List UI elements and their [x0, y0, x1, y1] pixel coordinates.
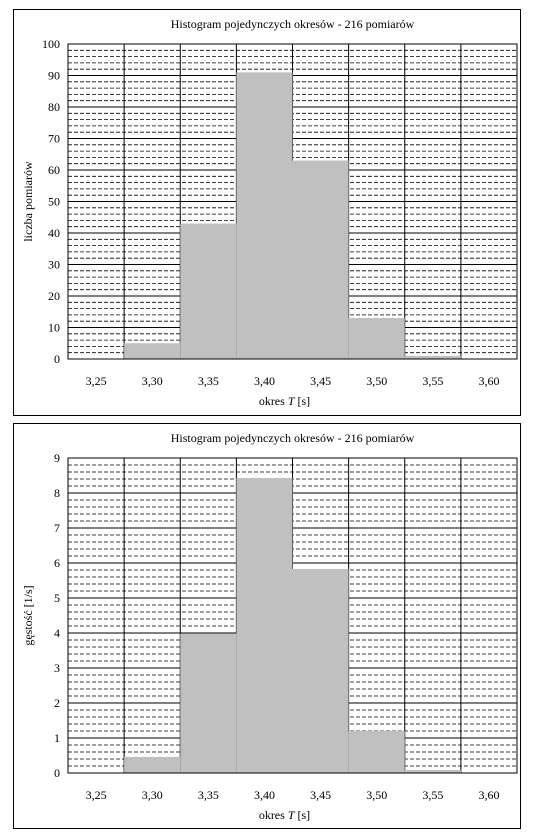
y-tick-label: 7 — [54, 521, 60, 535]
histogram-bar — [180, 223, 237, 359]
histogram-bar — [124, 343, 181, 359]
x-tick-label: 3,60 — [478, 374, 499, 388]
x-tick-label: 3,50 — [366, 788, 387, 802]
histogram-bar — [180, 633, 237, 773]
bars — [124, 477, 461, 773]
y-tick-label: 20 — [48, 289, 60, 303]
histogram-bar — [404, 355, 461, 359]
y-tick-label: 3 — [54, 661, 60, 675]
histogram-bar — [236, 477, 293, 773]
y-tick-label: 8 — [54, 486, 60, 500]
y-tick-label: 1 — [54, 731, 60, 745]
x-axis-label: okres T [s] — [259, 394, 310, 408]
plot-frame — [67, 43, 518, 360]
histogram-count-panel: Histogram pojedynczych okresów - 216 pom… — [13, 9, 521, 416]
x-tick-label: 3,30 — [142, 374, 163, 388]
x-tick-label: 3,25 — [86, 788, 107, 802]
y-tick-label: 60 — [48, 163, 60, 177]
x-tick-label: 3,60 — [478, 788, 499, 802]
y-tick-label: 100 — [42, 37, 60, 51]
y-tick-label: 80 — [48, 100, 60, 114]
histogram-count-chart: Histogram pojedynczych okresów - 216 pom… — [21, 17, 518, 408]
histogram-bar — [348, 318, 405, 359]
histogram-bar — [348, 731, 405, 773]
histogram-bar — [404, 769, 461, 773]
x-tick-label: 3,45 — [310, 788, 331, 802]
histogram-bar — [292, 160, 349, 359]
y-tick-label: 6 — [54, 556, 60, 570]
x-tick-label: 3,40 — [254, 788, 275, 802]
y-tick-label: 0 — [54, 766, 60, 780]
x-tick-label: 3,50 — [366, 374, 387, 388]
x-tick-label: 3,25 — [86, 374, 107, 388]
y-axis-label: liczba pomiarów — [21, 161, 35, 242]
y-axis-label: gęstość [1/s] — [21, 585, 35, 645]
histogram-bar — [292, 568, 349, 773]
x-tick-label: 3,45 — [310, 374, 331, 388]
y-tick-label: 4 — [54, 626, 60, 640]
bars — [124, 72, 461, 359]
x-axis-label-prefix: okres — [259, 394, 288, 408]
y-tick-label: 10 — [48, 321, 60, 335]
y-tick-label: 0 — [54, 352, 60, 366]
x-tick-label: 3,35 — [198, 788, 219, 802]
y-tick-label: 90 — [48, 69, 60, 83]
plot-frame — [67, 457, 518, 774]
chart-title: Histogram pojedynczych okresów - 216 pom… — [171, 17, 415, 31]
y-tick-label: 70 — [48, 132, 60, 146]
y-tick-label: 2 — [54, 696, 60, 710]
x-tick-label: 3,55 — [422, 374, 443, 388]
x-tick-label: 3,40 — [254, 374, 275, 388]
y-tick-label: 40 — [48, 226, 60, 240]
y-tick-label: 50 — [48, 195, 60, 209]
chart-title: Histogram pojedynczych okresów - 216 pom… — [171, 431, 415, 445]
x-axis-label: okres T [s] — [259, 808, 310, 822]
x-tick-label: 3,30 — [142, 788, 163, 802]
x-axis-label-unit: [s] — [295, 808, 311, 822]
histogram-bar — [124, 756, 181, 773]
y-tick-label: 5 — [54, 591, 60, 605]
x-tick-label: 3,35 — [198, 374, 219, 388]
x-axis-label-variable: T — [288, 394, 296, 408]
x-axis-label-variable: T — [288, 808, 296, 822]
histogram-bar — [236, 72, 293, 359]
x-axis-label-unit: [s] — [295, 394, 311, 408]
y-tick-label: 9 — [54, 451, 60, 465]
histogram-density-chart: Histogram pojedynczych okresów - 216 pom… — [21, 431, 518, 822]
histogram-density-panel: Histogram pojedynczych okresów - 216 pom… — [13, 423, 521, 829]
x-tick-label: 3,55 — [422, 788, 443, 802]
x-axis-label-prefix: okres — [259, 808, 288, 822]
y-tick-label: 30 — [48, 258, 60, 272]
